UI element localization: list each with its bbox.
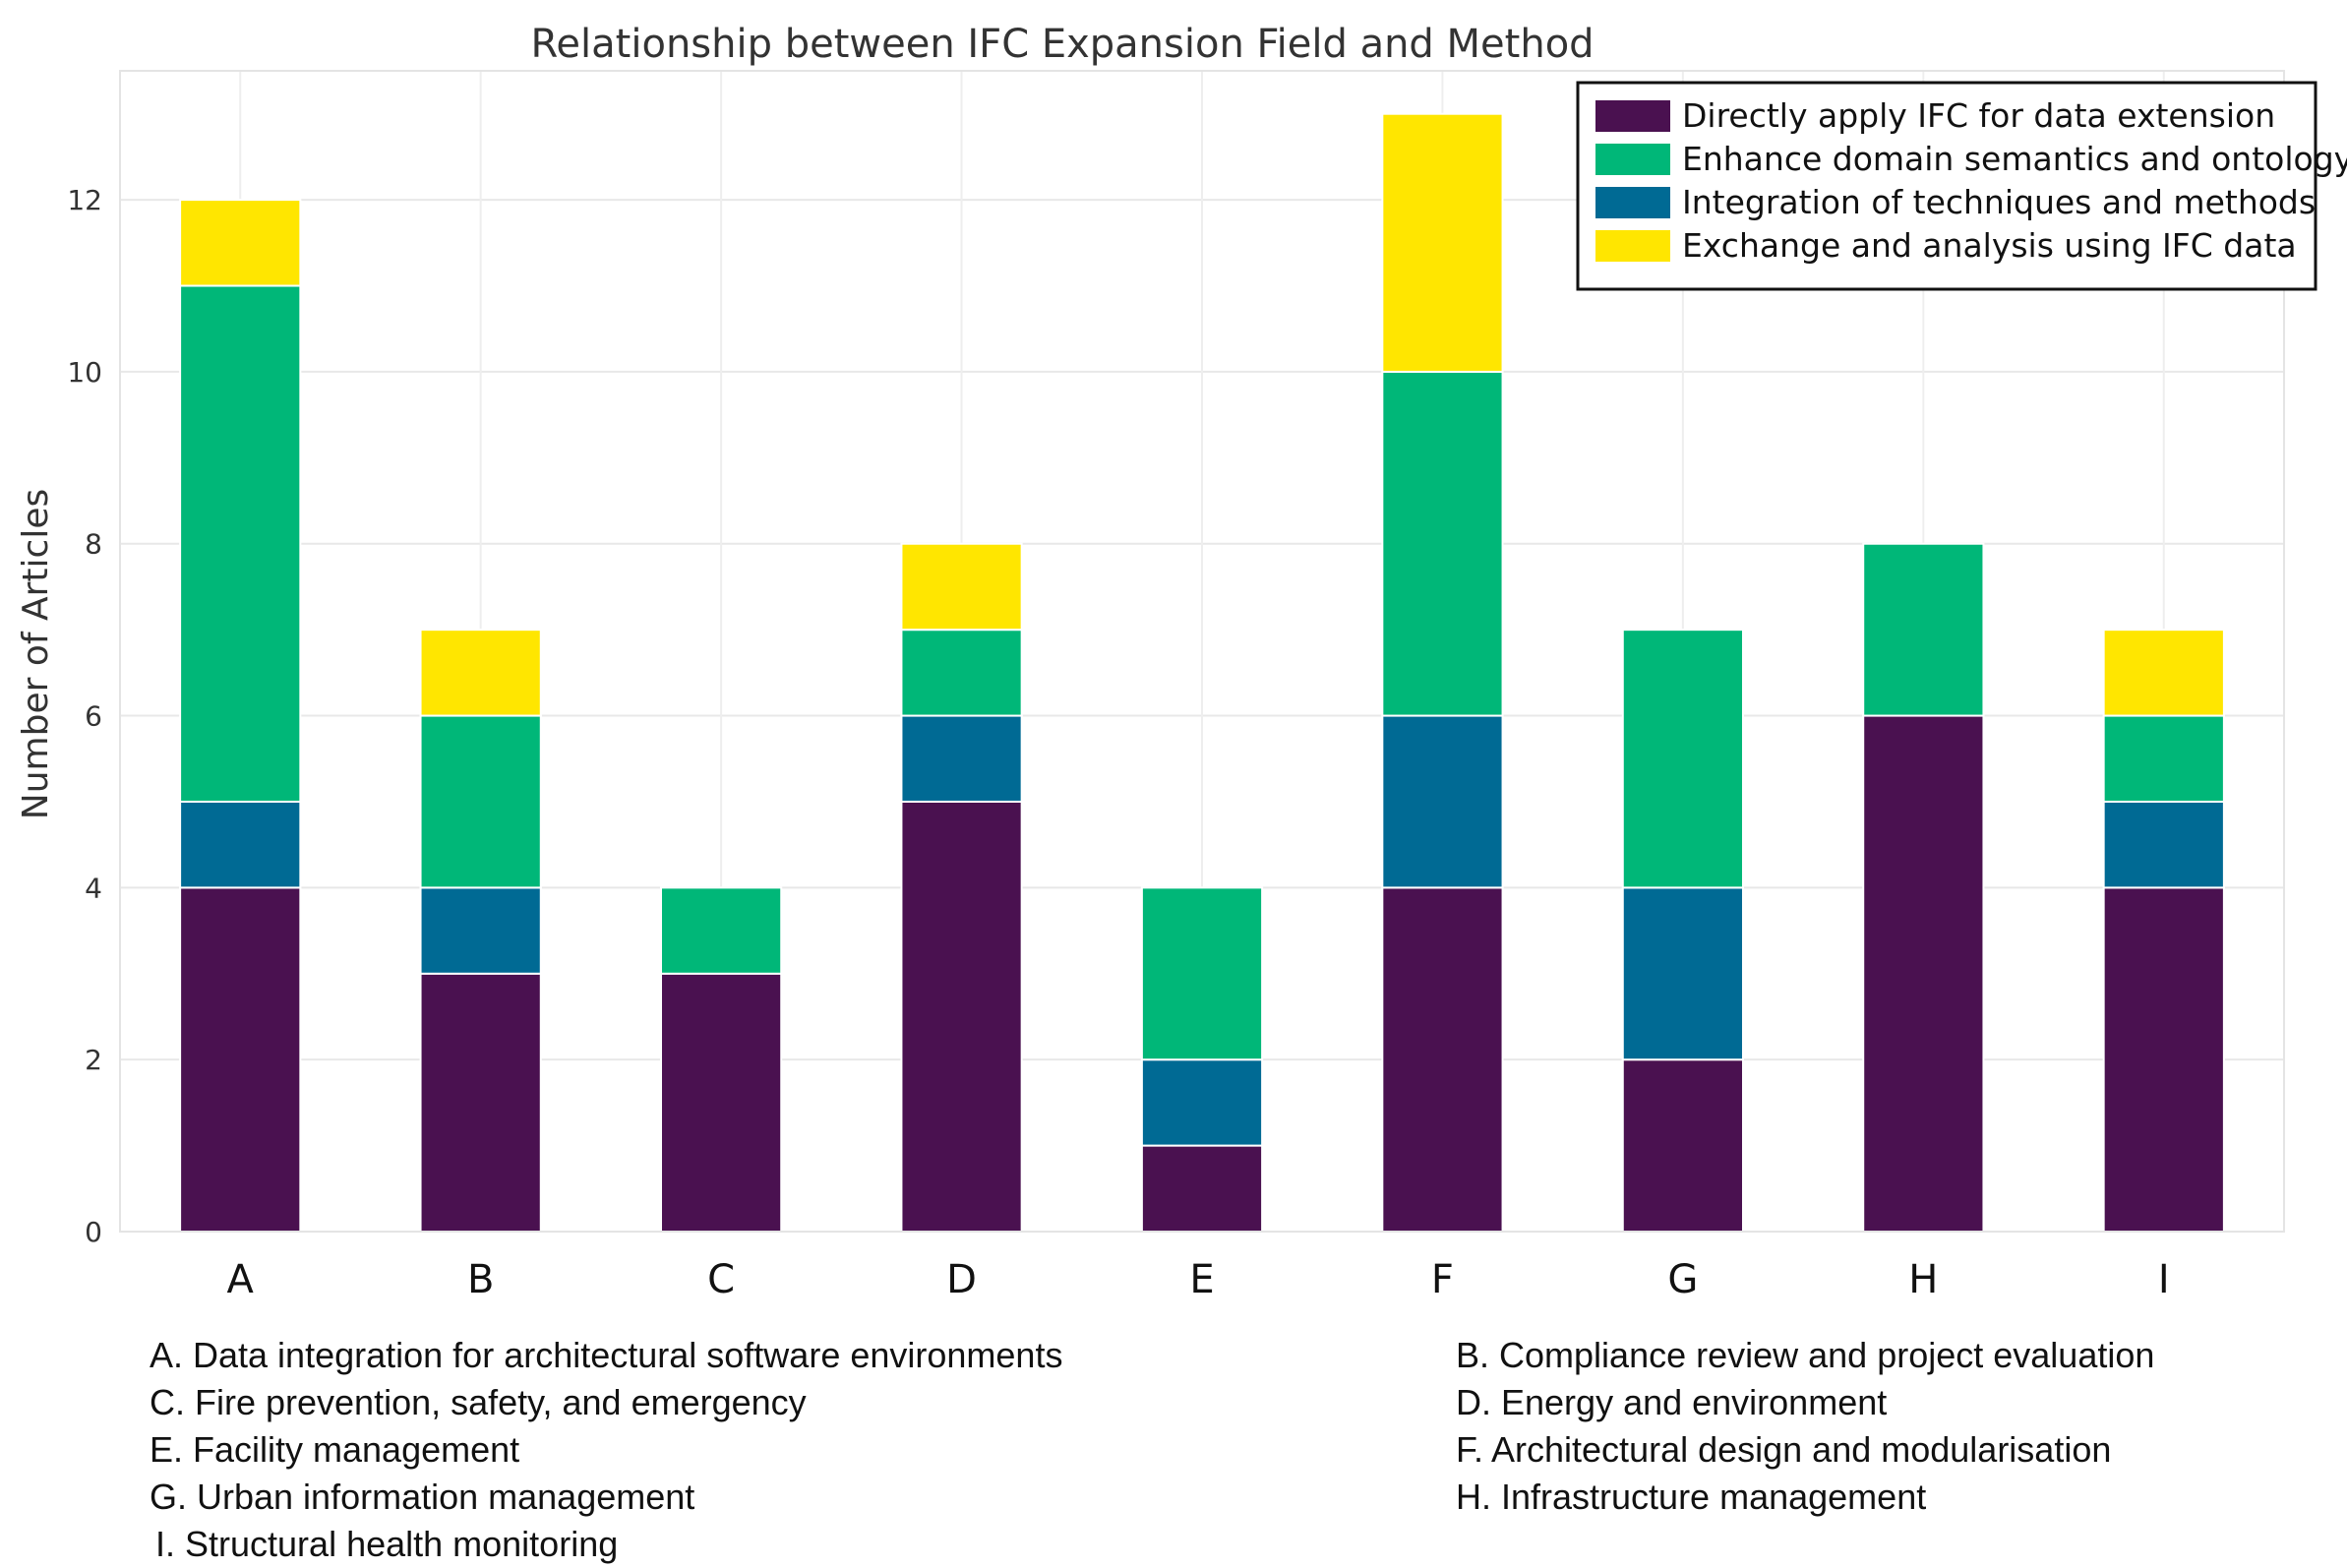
- description-h: H. Infrastructure management: [1456, 1477, 1927, 1517]
- description-g: G. Urban information management: [150, 1477, 695, 1517]
- legend-swatch: [1595, 144, 1670, 175]
- description-c: C. Fire prevention, safety, and emergenc…: [150, 1382, 807, 1422]
- bar-i-directly: [2102, 886, 2225, 1233]
- x-tick-label: D: [946, 1257, 977, 1302]
- bar-g-enhance: [1621, 629, 1745, 889]
- bar-a-enhance: [179, 284, 302, 803]
- description-i: I. Structural health monitoring: [155, 1524, 619, 1564]
- bar-b-exchange: [419, 629, 542, 717]
- bar-e-enhance: [1140, 886, 1264, 1061]
- description-d: D. Energy and environment: [1456, 1382, 1888, 1422]
- legend-label: Enhance domain semantics and ontology: [1682, 140, 2347, 178]
- plot-frame: [119, 70, 2285, 1233]
- bar-g-directly: [1621, 1058, 1745, 1233]
- y-tick-label: 10: [67, 356, 102, 389]
- description-f: F. Architectural design and modularisati…: [1456, 1429, 2112, 1470]
- bar-e-directly: [1140, 1144, 1264, 1234]
- bar-d-directly: [900, 800, 1023, 1233]
- x-tick-label: A: [227, 1257, 255, 1302]
- bar-d-enhance: [900, 629, 1023, 717]
- x-tick-label: I: [2158, 1257, 2170, 1302]
- x-tick-label: E: [1189, 1257, 1214, 1302]
- bar-b-enhance: [419, 714, 542, 889]
- y-tick-label: 4: [85, 872, 102, 904]
- x-tick-label: F: [1431, 1257, 1454, 1302]
- bar-i-enhance: [2102, 714, 2225, 803]
- y-tick-label: 12: [67, 184, 102, 216]
- legend-swatch: [1595, 230, 1670, 262]
- bar-c-enhance: [660, 886, 783, 975]
- chart-title: Relationship between IFC Expansion Field…: [530, 22, 1594, 67]
- bar-d-exchange: [900, 542, 1023, 632]
- legend-label: Exchange and analysis using IFC data: [1682, 226, 2297, 265]
- x-tick-label: G: [1667, 1257, 1698, 1302]
- bar-g-integration: [1621, 886, 1745, 1061]
- y-tick-label: 8: [85, 528, 102, 561]
- bar-a-directly: [179, 886, 302, 1233]
- legend-box: [1576, 81, 2317, 291]
- bar-h-enhance: [1862, 542, 1985, 717]
- bar-f-directly: [1381, 886, 1504, 1233]
- legend-swatch: [1595, 187, 1670, 218]
- bar-f-enhance: [1381, 370, 1504, 717]
- bar-h-directly: [1862, 714, 1985, 1233]
- description-a: A. Data integration for architectural so…: [150, 1335, 1063, 1375]
- bar-i-integration: [2102, 800, 2225, 889]
- axes: 0 2 4 6 8 10 12 A B C D E F G H I: [67, 184, 2169, 1302]
- legend-swatch: [1595, 100, 1670, 132]
- legend: Directly apply IFC for data extension Enh…: [1576, 81, 2347, 291]
- bar-e-integration: [1140, 1058, 1264, 1147]
- y-tick-label: 0: [85, 1216, 102, 1248]
- bar-f-exchange: [1381, 112, 1504, 373]
- description-b: B. Compliance review and project evaluat…: [1456, 1335, 2155, 1375]
- x-tick-label: B: [467, 1257, 494, 1302]
- bar-b-integration: [419, 886, 542, 975]
- bar-d-integration: [900, 714, 1023, 803]
- y-tick-label: 6: [85, 700, 102, 733]
- x-tick-label: C: [707, 1257, 735, 1302]
- legend-label: Directly apply IFC for data extension: [1682, 96, 2275, 135]
- legend-label: Integration of techniques and methods: [1682, 183, 2316, 221]
- bar-a-exchange: [179, 199, 302, 287]
- bar-a-integration: [179, 800, 302, 889]
- bars: [179, 112, 2225, 1234]
- bar-i-exchange: [2102, 629, 2225, 717]
- bar-f-integration: [1381, 714, 1504, 889]
- y-axis-label: Number of Articles: [16, 489, 56, 819]
- bar-c-directly: [660, 972, 783, 1233]
- y-tick-label: 2: [85, 1044, 102, 1076]
- bar-b-directly: [419, 972, 542, 1233]
- x-tick-label: H: [1908, 1257, 1938, 1302]
- description-e: E. Facility management: [150, 1429, 520, 1470]
